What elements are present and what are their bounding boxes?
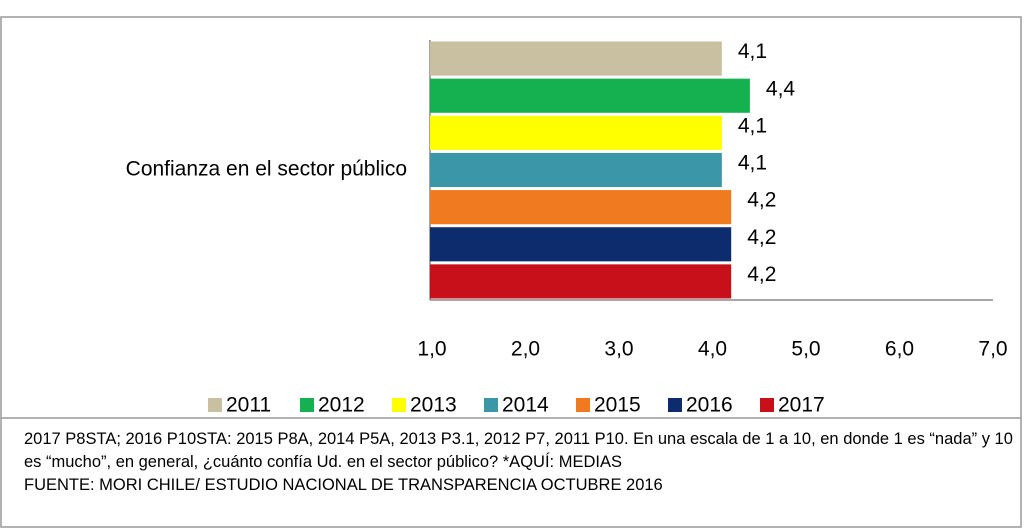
bar [430,115,722,150]
legend-label: 2017 [778,394,825,417]
legend-label: 2011 [226,394,271,417]
value-label: 4,1 [738,114,767,137]
legend-swatch [208,398,222,412]
value-label: 4,4 [766,77,796,100]
value-label: 4,1 [738,152,767,175]
note: 2017 P8STA; 2016 P10STA: 2015 P8A, 2014 … [24,430,1013,471]
legend-swatch [484,398,498,412]
bar [430,152,722,188]
legend-swatch [576,398,590,412]
x-tick-label: 4,0 [698,338,727,361]
bar [430,227,732,262]
legend-label: 2014 [502,394,549,417]
legend-label: 2016 [686,394,733,417]
category-label: Confianza en el sector público [126,158,407,181]
footer: 2017 P8STA; 2016 P10STA: 2015 P8A, 2014 … [24,428,1014,497]
legend-swatch [668,398,682,412]
legend-label: 2013 [410,394,457,417]
legend-swatch [760,398,774,412]
legend-swatch [300,398,314,412]
frame [0,16,1022,528]
bar [430,190,732,225]
x-tick-label: 7,0 [978,338,1007,361]
x-tick-label: 5,0 [791,338,820,361]
legend-label: 2012 [318,394,365,417]
legend-label: 2015 [594,394,641,417]
x-tick-label: 3,0 [604,338,633,361]
bar [430,41,722,76]
value-label: 4,2 [747,189,776,212]
value-label: 4,1 [738,40,767,63]
value-label: 4,2 [747,263,776,286]
x-tick-label: 2,0 [511,338,540,361]
x-tick-label: 1,0 [417,338,446,361]
bar [430,78,750,113]
source: FUENTE: MORI CHILE/ ESTUDIO NACIONAL DE … [24,476,663,494]
value-label: 4,2 [747,226,776,249]
legend-swatch [392,398,406,412]
bar [430,264,732,299]
x-tick-label: 6,0 [885,338,914,361]
